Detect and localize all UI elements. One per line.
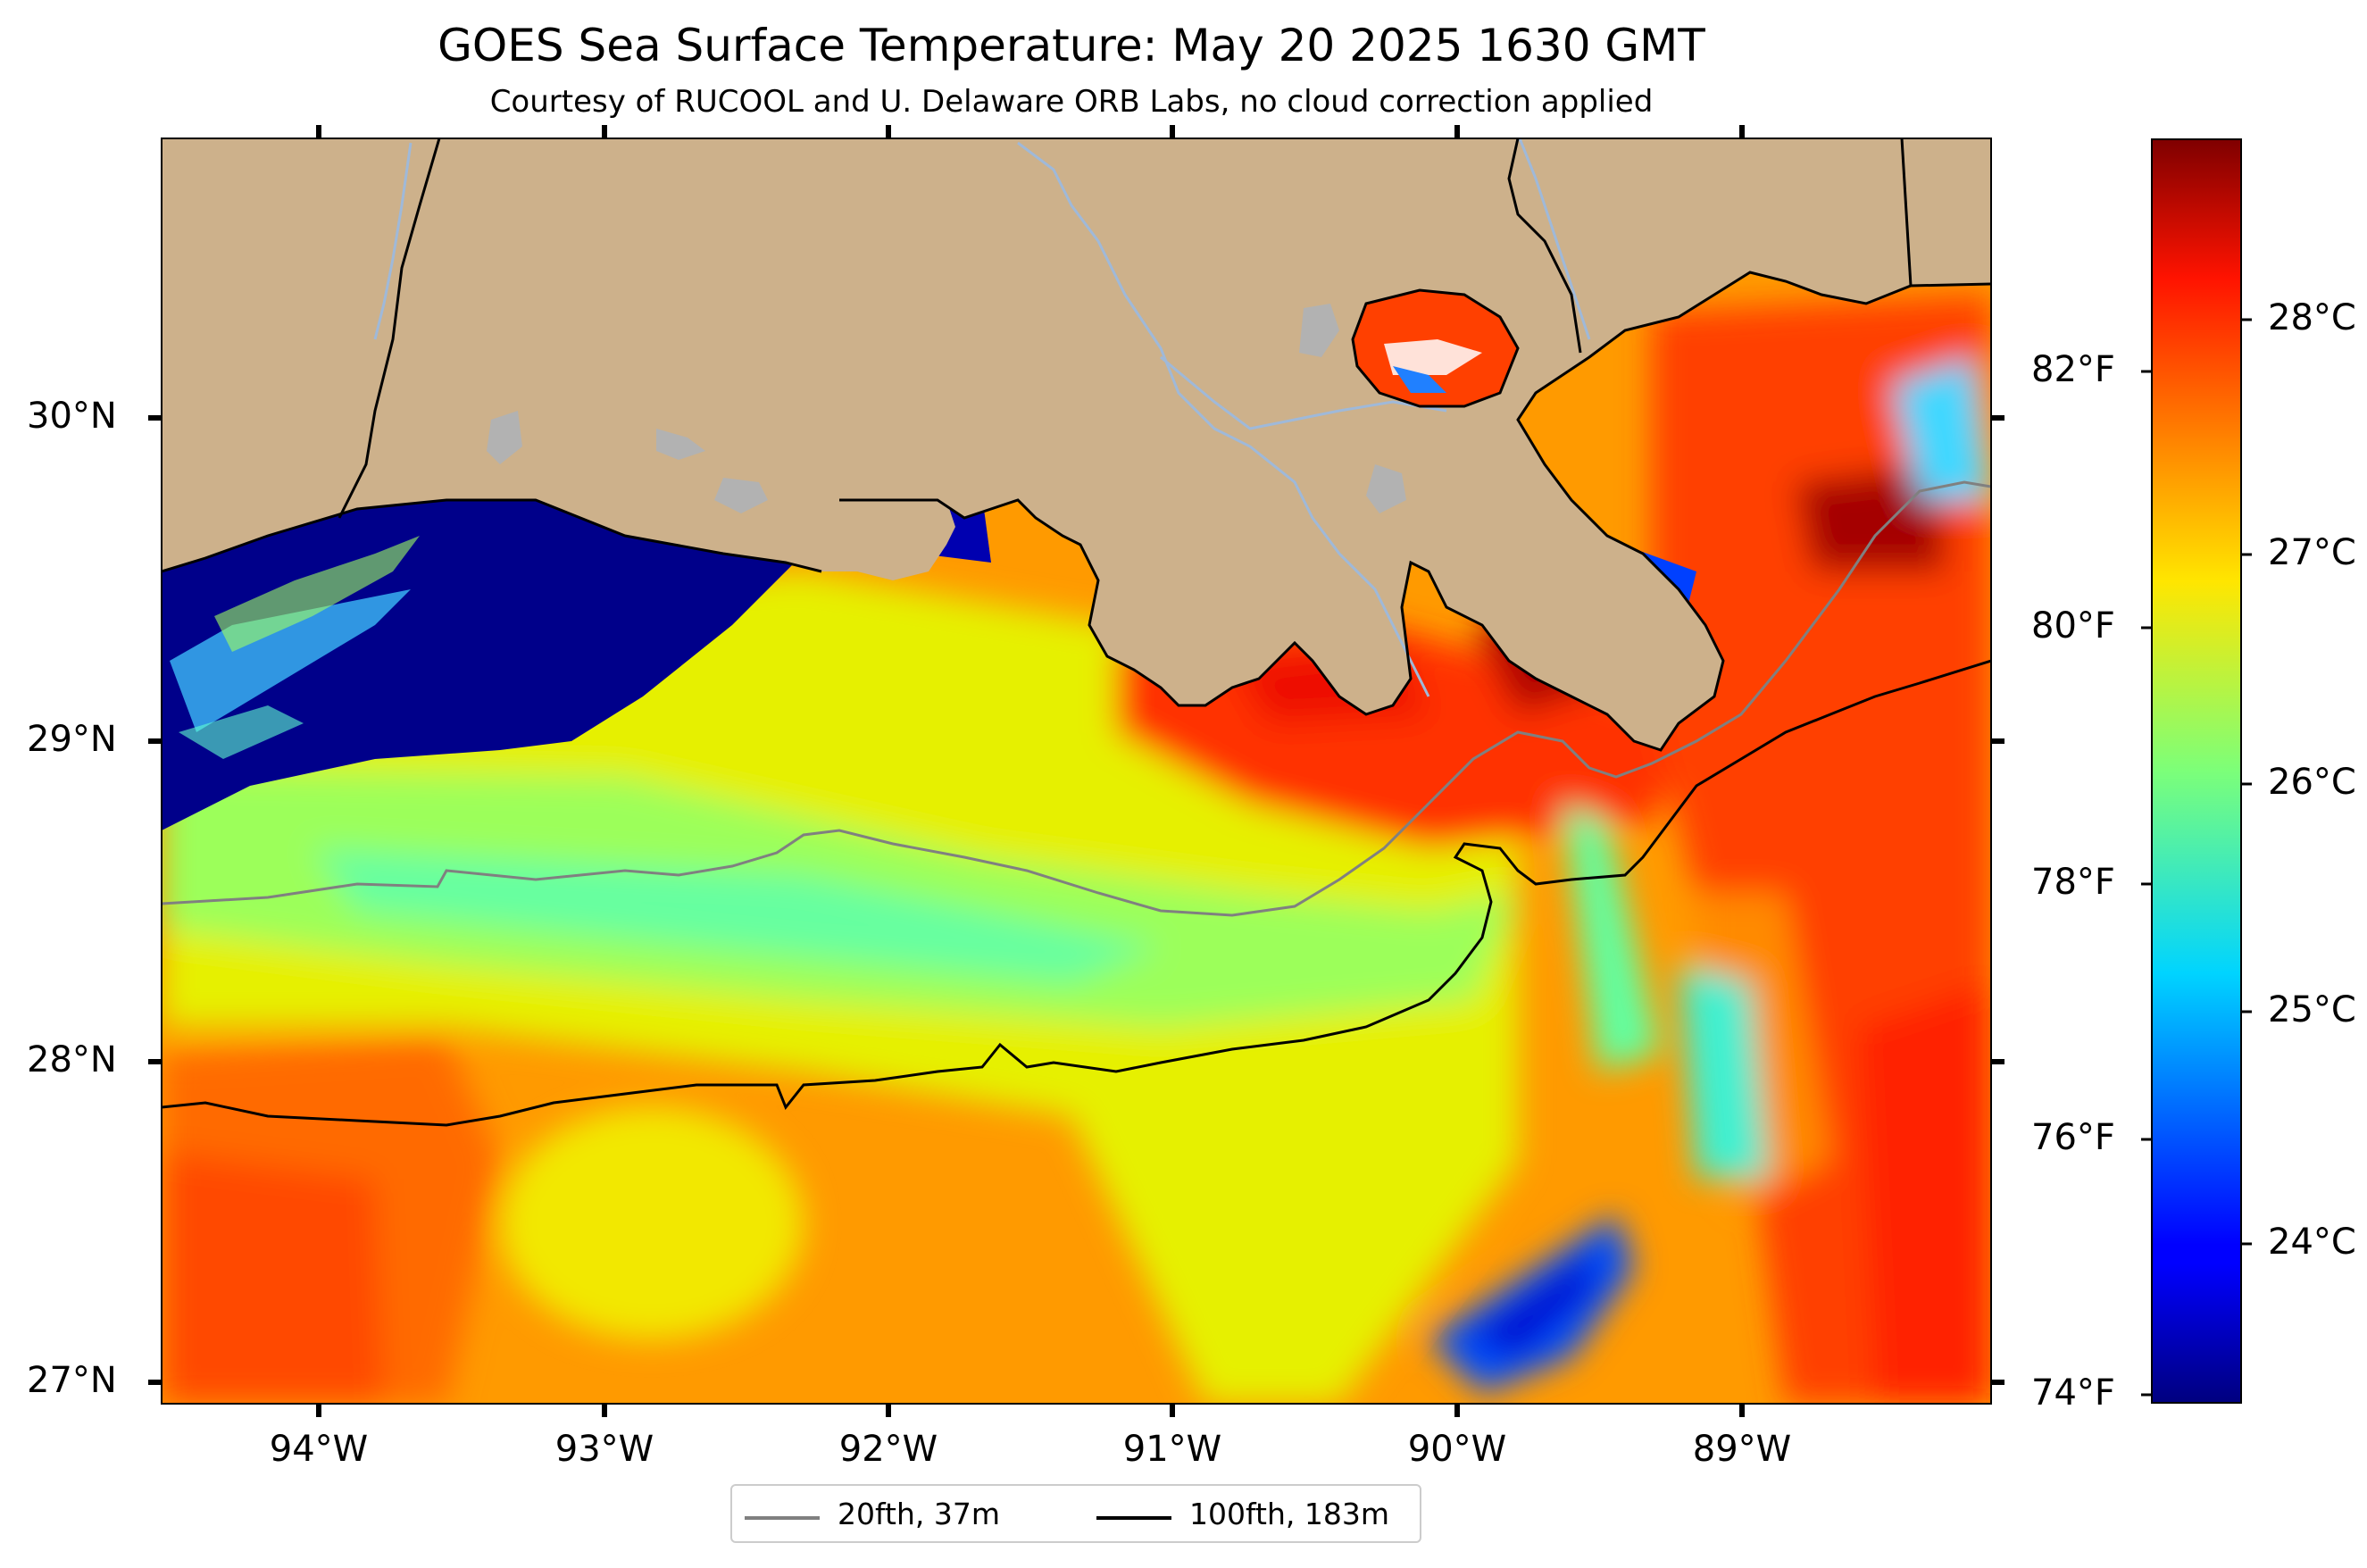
page-title: GOES Sea Surface Temperature: May 20 202… bbox=[438, 20, 1705, 71]
coastline bbox=[162, 138, 1991, 752]
lon-label-93w: 93°W bbox=[554, 1429, 654, 1470]
colorbar-f-78: 78°F bbox=[2031, 862, 2115, 903]
legend-label-100fth: 100fth, 183m bbox=[1189, 1497, 1389, 1531]
colorbar-c-24: 24°C bbox=[2268, 1222, 2356, 1263]
colorbar-f-76: 76°F bbox=[2031, 1117, 2115, 1158]
lat-label-27n: 27°N bbox=[27, 1360, 117, 1401]
isobath-20fth bbox=[162, 480, 1991, 917]
lon-label-90w: 90°W bbox=[1407, 1429, 1507, 1470]
colorbar-f-74: 74°F bbox=[2031, 1372, 2115, 1414]
colorbar-f-80: 80°F bbox=[2031, 605, 2115, 646]
lon-label-91w: 91°W bbox=[1122, 1429, 1222, 1470]
map-frame bbox=[161, 138, 1992, 1405]
page-subtitle: Courtesy of RUCOOL and U. Delaware ORB L… bbox=[489, 84, 1654, 120]
legend: 20fth, 37m 100fth, 183m bbox=[730, 1484, 1421, 1543]
lat-label-28n: 28°N bbox=[27, 1039, 117, 1080]
colorbar-c-27: 27°C bbox=[2268, 532, 2356, 573]
legend-swatch-20fth bbox=[745, 1516, 820, 1520]
legend-swatch-100fth bbox=[1096, 1516, 1171, 1520]
lat-label-30n: 30°N bbox=[27, 396, 117, 437]
colorbar-ticks bbox=[2141, 318, 2252, 1397]
isobath-100fth bbox=[162, 659, 1991, 1127]
colorbar-c-28: 28°C bbox=[2268, 297, 2356, 338]
land-area bbox=[162, 138, 1991, 750]
legend-label-20fth: 20fth, 37m bbox=[838, 1497, 1000, 1531]
lon-label-94w: 94°W bbox=[269, 1429, 369, 1470]
lon-label-89w: 89°W bbox=[1692, 1429, 1792, 1470]
colorbar-c-25: 25°C bbox=[2268, 989, 2356, 1030]
colorbar-c-26: 26°C bbox=[2268, 762, 2356, 803]
major-ticks bbox=[148, 125, 2004, 1417]
lon-label-92w: 92°W bbox=[838, 1429, 938, 1470]
colorbar-f-82: 82°F bbox=[2031, 349, 2115, 390]
lat-label-29n: 29°N bbox=[27, 719, 117, 760]
colorbar bbox=[2151, 138, 2242, 1404]
